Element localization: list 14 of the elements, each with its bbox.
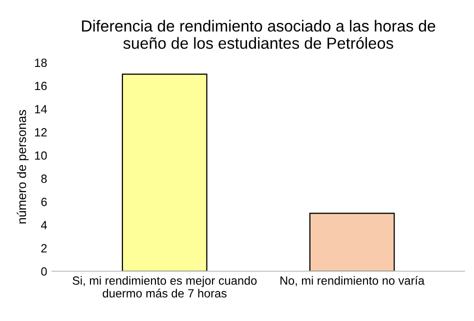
y-tick-label: 12 (35, 128, 47, 136)
y-tick-label: 10 (35, 151, 47, 160)
y-tick-label: 0 (41, 267, 47, 276)
y-tick-label: 2 (41, 244, 47, 252)
x-tick-label: No, mi rendimiento no varía (280, 276, 425, 286)
y-tick-label: 18 (35, 58, 47, 67)
y-tick-label: 8 (41, 174, 47, 183)
x-tick-label: Si, mi rendimiento es mejor cuando duermo más de 7 horas (72, 276, 257, 298)
y-tick-label: 6 (41, 198, 47, 206)
y-tick-label: 14 (35, 105, 47, 114)
chart-title: Diferencia de rendimiento asociado a las horas de sueño de los estudiantes de Petróleos (82, 20, 436, 49)
y-tick-label: 16 (35, 82, 47, 90)
y-axis-title: número de personas (16, 110, 29, 224)
y-tick-label: 4 (40, 221, 47, 230)
